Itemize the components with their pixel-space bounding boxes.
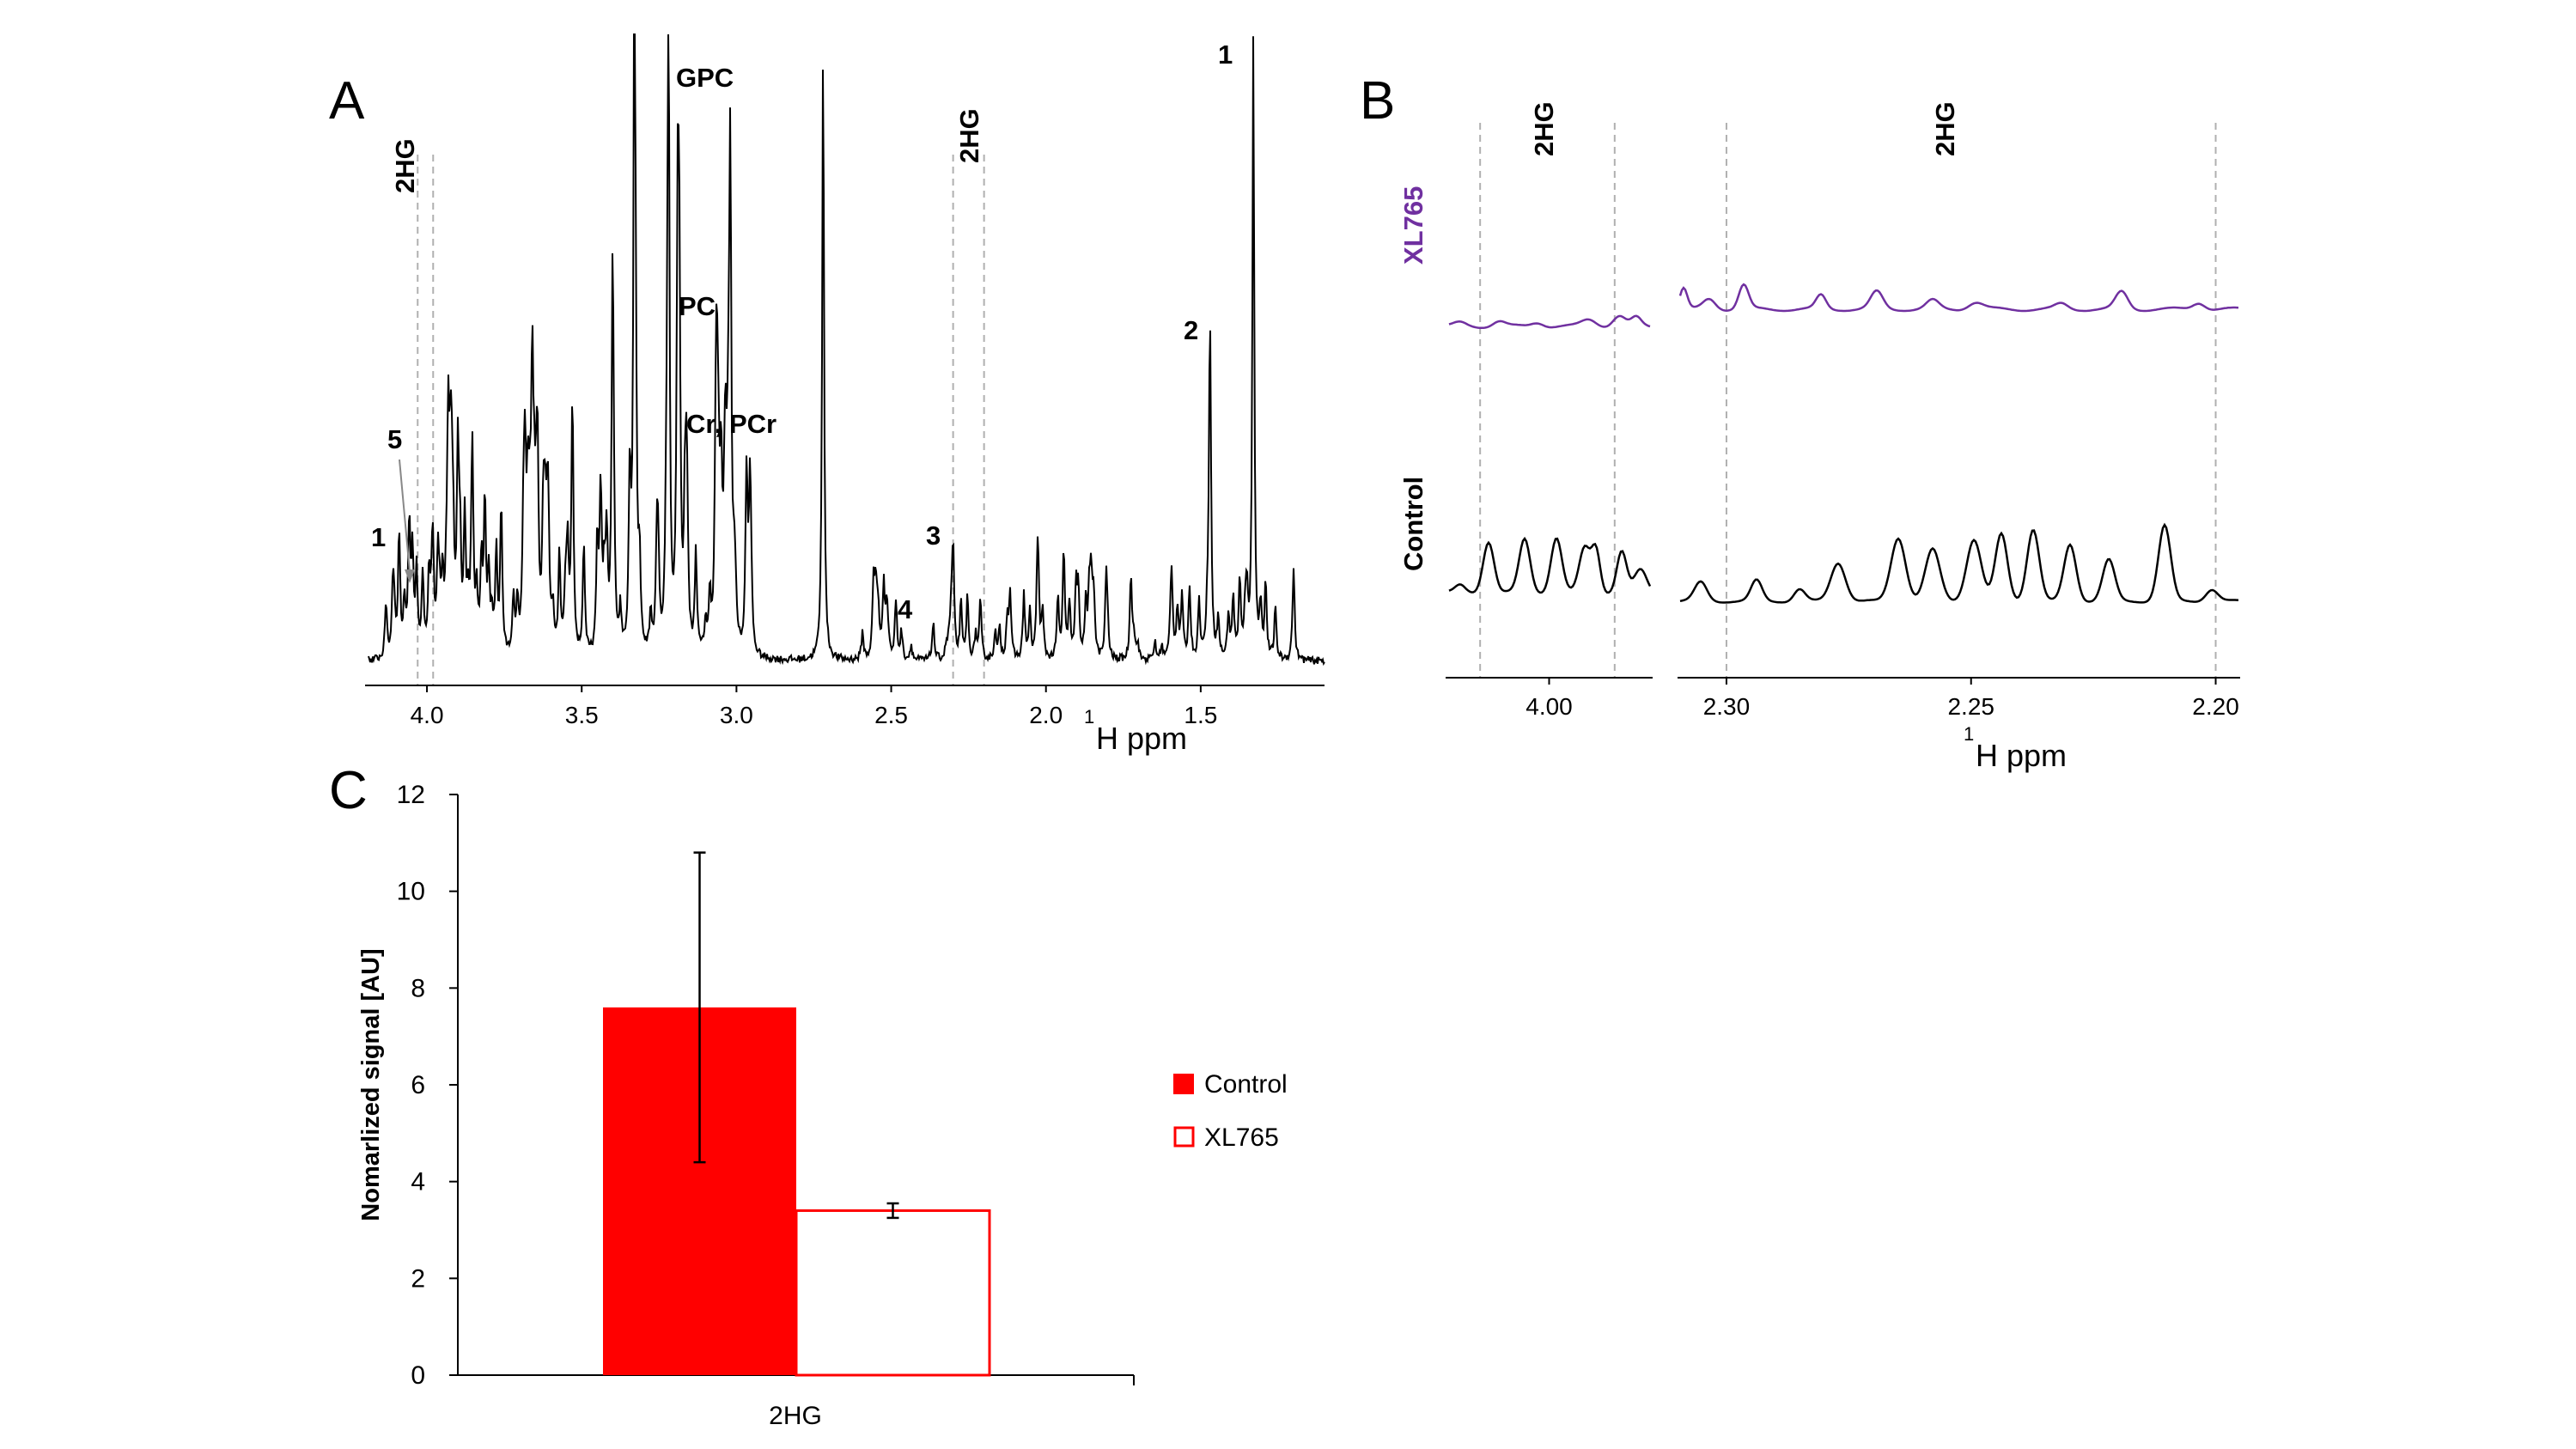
panel-c-letter: C bbox=[329, 761, 368, 820]
panel-b-label-2hg-left: 2HG bbox=[1529, 101, 1559, 156]
panel-b-label-2hg-right: 2HG bbox=[1930, 101, 1960, 156]
panel-b-2hg-guides bbox=[1479, 123, 2217, 678]
label-2hg-left: 2HG bbox=[390, 138, 420, 193]
arrow-peak-5-head bbox=[405, 569, 415, 583]
panel-c-category-label: 2HG bbox=[769, 1402, 822, 1430]
errorbar-xl765-2hg bbox=[886, 1202, 899, 1220]
panel-c: C 0 2 4 6 8 10 12 Nomarlized signal [AU] 2HG C… bbox=[329, 761, 1288, 1430]
panel-c-y-ticks: 0 2 4 6 8 10 12 bbox=[397, 781, 458, 1390]
errorbar-control-2hg bbox=[693, 851, 706, 1164]
panel-a-letter: A bbox=[329, 71, 365, 131]
panel-b: B 2HG 2HG XL765 Control 4.00 2.30 2.25 2.20… bbox=[1360, 71, 2240, 773]
panel-b-xlabel: H ppm bbox=[1976, 738, 2067, 773]
panel-a-tick-label: 2.5 bbox=[874, 702, 908, 728]
panel-b-tick-label: 2.25 bbox=[1947, 693, 1994, 720]
panel-c-y-tick-label: 4 bbox=[411, 1168, 425, 1196]
row-label-xl765: XL765 bbox=[1398, 186, 1428, 265]
panel-a-tick-label: 3.0 bbox=[720, 702, 753, 728]
label-gpc: GPC bbox=[676, 63, 734, 93]
legend-label-xl765: XL765 bbox=[1204, 1123, 1279, 1152]
panel-b-x-ticks: 4.00 2.30 2.25 2.20 bbox=[1526, 678, 2239, 720]
label-peak-2: 2 bbox=[1184, 315, 1198, 345]
panel-a-xlabel-sup: 1 bbox=[1084, 706, 1094, 728]
panel-a: A 4.0 3.5 3.0 2.5 2.0 1.5 1 H ppm GPC PC Cr, … bbox=[329, 33, 1325, 756]
label-peak-3: 3 bbox=[926, 521, 941, 551]
panel-a-tick-label: 4.0 bbox=[411, 702, 444, 728]
label-peak-1-left: 1 bbox=[371, 522, 386, 552]
label-peak-5: 5 bbox=[387, 424, 402, 454]
label-cr-pcr: Cr, PCr bbox=[686, 409, 776, 439]
label-2hg-right: 2HG bbox=[954, 108, 984, 163]
panel-a-x-ticks: 4.0 3.5 3.0 2.5 2.0 1.5 bbox=[411, 685, 1217, 728]
legend-swatch-control bbox=[1173, 1074, 1194, 1094]
legend: Control XL765 bbox=[1173, 1070, 1288, 1152]
panel-c-y-tick-label: 10 bbox=[397, 878, 425, 906]
label-pc: PC bbox=[679, 291, 716, 321]
bar-xl765-2hg bbox=[795, 1209, 991, 1377]
panel-b-tick-label: 2.20 bbox=[2192, 693, 2239, 720]
label-peak-1-right: 1 bbox=[1218, 40, 1233, 70]
arrow-peak-5 bbox=[399, 459, 411, 573]
panel-c-y-tick-label: 2 bbox=[411, 1264, 425, 1293]
panel-c-y-tick-label: 8 bbox=[411, 974, 425, 1002]
panel-b-control-trace-right bbox=[1679, 522, 2239, 604]
panel-b-letter: B bbox=[1360, 71, 1395, 131]
panel-b-xl765-trace-right bbox=[1678, 283, 2239, 313]
panel-b-control-trace-left bbox=[1448, 536, 1652, 594]
panel-b-tick-label: 4.00 bbox=[1526, 693, 1573, 720]
label-peak-4: 4 bbox=[898, 594, 913, 624]
legend-swatch-xl765 bbox=[1173, 1126, 1195, 1148]
panel-a-spectrum-line bbox=[368, 33, 1325, 667]
row-label-control: Control bbox=[1398, 477, 1428, 571]
panel-c-y-tick-label: 6 bbox=[411, 1071, 425, 1099]
panel-c-ylabel: Nomarlized signal [AU] bbox=[357, 948, 385, 1221]
panel-c-y-tick-label: 12 bbox=[397, 781, 425, 809]
panel-a-tick-label: 3.5 bbox=[565, 702, 599, 728]
panel-b-xl765-trace-left bbox=[1448, 314, 1651, 330]
panel-a-2hg-guides bbox=[417, 155, 985, 685]
panel-c-y-tick-label: 0 bbox=[411, 1361, 425, 1390]
panel-b-xlabel-sup: 1 bbox=[1964, 723, 1974, 745]
legend-label-control: Control bbox=[1204, 1070, 1288, 1099]
panel-a-tick-label: 2.0 bbox=[1029, 702, 1063, 728]
panel-b-tick-label: 2.30 bbox=[1703, 693, 1751, 720]
panel-a-tick-label: 1.5 bbox=[1184, 702, 1217, 728]
panel-a-xlabel: H ppm bbox=[1096, 721, 1187, 756]
